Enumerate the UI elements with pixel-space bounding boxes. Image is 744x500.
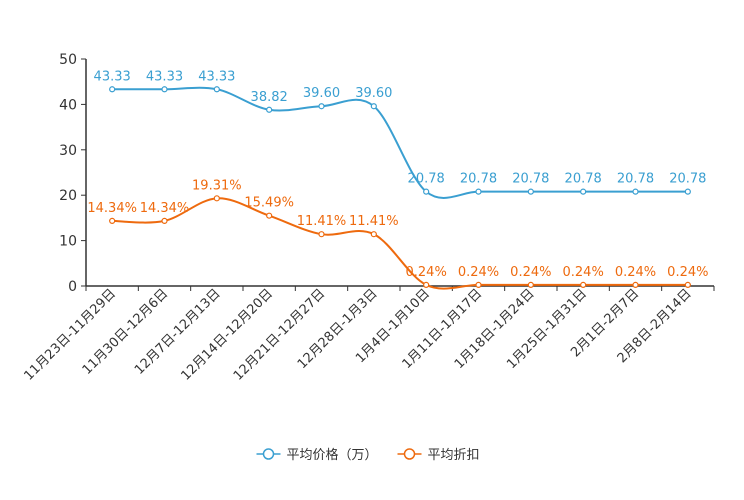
series-0-point[interactable] <box>266 106 273 113</box>
y-tick-label: 0 <box>68 279 77 295</box>
series-0-point[interactable] <box>527 188 534 195</box>
series-0-data-label: 43.33 <box>94 69 131 84</box>
series-1-data-label: 0.24% <box>667 265 708 280</box>
series-0-data-label: 20.78 <box>565 172 602 187</box>
series-0-data-label: 20.78 <box>512 172 549 187</box>
y-tick-label: 30 <box>59 143 77 159</box>
legend-marker-icon <box>403 448 416 460</box>
legend-label: 平均折扣 <box>428 448 480 463</box>
series-0-data-label: 20.78 <box>617 172 654 187</box>
series-1-data-label: 0.24% <box>458 265 499 280</box>
series-1-data-label: 0.24% <box>406 265 447 280</box>
series-1-data-label: 0.24% <box>615 265 656 280</box>
series-0-point[interactable] <box>423 188 430 195</box>
x-tick-label: 11月23日-11月29日 <box>22 286 119 383</box>
series-1-point[interactable] <box>423 281 430 289</box>
series-0-point[interactable] <box>684 188 691 195</box>
y-tick-label: 20 <box>59 188 77 204</box>
series-1-data-label: 14.34% <box>87 201 137 216</box>
series-0-point[interactable] <box>109 86 116 93</box>
y-tick-label: 50 <box>59 52 77 68</box>
series-0-data-label: 20.78 <box>408 172 445 187</box>
legend-item-0[interactable]: 平均价格（万） <box>256 447 378 463</box>
legend-label: 平均价格（万） <box>287 447 378 463</box>
series-1-data-label: 0.24% <box>510 265 551 280</box>
series-1-data-label: 0.24% <box>563 265 604 280</box>
y-tick-label: 10 <box>59 234 77 250</box>
series-0-data-label: 43.33 <box>198 69 235 84</box>
legend-marker-icon <box>262 448 275 460</box>
x-tick-label: 12月21日-12月27日 <box>231 286 328 383</box>
series-1-point[interactable] <box>213 195 220 202</box>
series-1-point[interactable] <box>370 231 377 238</box>
series-1-point[interactable] <box>684 281 691 289</box>
series-0-point[interactable] <box>475 188 482 195</box>
series-0-point[interactable] <box>213 86 220 93</box>
x-tick-label: 12月14日-12月20日 <box>179 286 276 383</box>
series-0-point[interactable] <box>580 188 587 195</box>
legend-item-1[interactable]: 平均折扣 <box>397 448 480 463</box>
series-0-point[interactable] <box>318 103 325 110</box>
series-1-point[interactable] <box>266 212 273 219</box>
series-1-point[interactable] <box>527 281 534 289</box>
series-1-point[interactable] <box>318 231 325 238</box>
series-1-point[interactable] <box>109 217 116 224</box>
series-0-data-label: 20.78 <box>460 172 497 187</box>
series-1-point[interactable] <box>580 281 587 289</box>
series-0-point[interactable] <box>370 103 377 110</box>
series-0-point[interactable] <box>161 86 168 93</box>
series-1-point[interactable] <box>475 281 482 289</box>
series-line-1[interactable] <box>112 197 688 290</box>
series-0-point[interactable] <box>632 188 639 195</box>
series-0-data-label: 39.60 <box>303 86 340 101</box>
series-0-data-label: 20.78 <box>669 172 706 187</box>
series-1-point[interactable] <box>632 281 639 289</box>
series-1-data-label: 11.41% <box>349 214 399 229</box>
series-1-data-label: 15.49% <box>244 196 294 211</box>
series-0-data-label: 38.82 <box>251 90 288 105</box>
series-1-data-label: 11.41% <box>297 214 347 229</box>
series-0-data-label: 39.60 <box>355 86 392 101</box>
y-tick-label: 40 <box>59 97 77 113</box>
series-1-data-label: 19.31% <box>192 178 242 193</box>
series-1-point[interactable] <box>161 217 168 224</box>
series-1-data-label: 14.34% <box>140 201 190 216</box>
series-0-data-label: 43.33 <box>146 69 183 84</box>
